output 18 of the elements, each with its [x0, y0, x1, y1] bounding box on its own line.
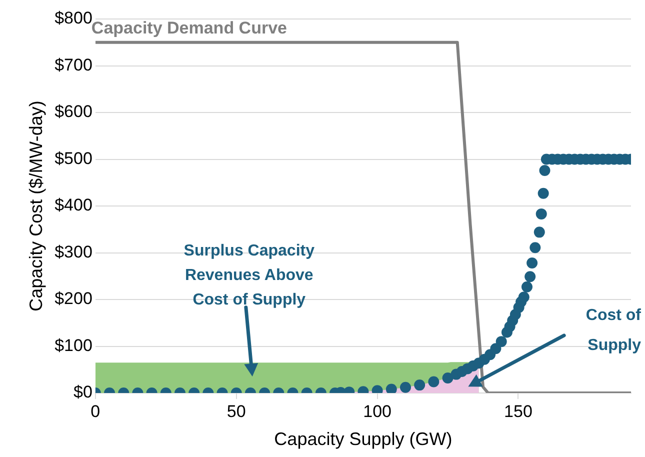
x-axis-title: Capacity Supply (GW): [274, 429, 452, 450]
x-tick-label: 0: [90, 402, 100, 421]
y-tick-label: $0: [73, 382, 92, 402]
series-label: Capacity Demand Curve: [91, 18, 287, 38]
annotation: Cost of Supply: [586, 306, 642, 354]
x-tick-label: 150: [504, 402, 532, 421]
y-tick-label: $500: [54, 148, 92, 168]
y-tick-label: $100: [54, 336, 92, 355]
y-axis-title: Capacity Cost ($/MW-day): [26, 100, 46, 312]
y-tick-label: $600: [54, 102, 92, 122]
annotation: Surplus Capacity Revenues Above Cost of Supply: [184, 242, 315, 308]
x-tick-label: 100: [363, 402, 392, 421]
y-tick-label: $800: [54, 8, 92, 28]
y-tick-label: $200: [54, 289, 92, 308]
y-tick-label: $300: [54, 242, 92, 262]
y-tick-label: $400: [54, 196, 92, 215]
x-tick-label: 50: [226, 402, 246, 421]
y-tick-label: $700: [54, 55, 92, 74]
